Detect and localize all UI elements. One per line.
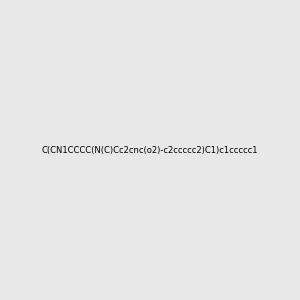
- Text: C(CN1CCCC(N(C)Cc2cnc(o2)-c2ccccc2)C1)c1ccccc1: C(CN1CCCC(N(C)Cc2cnc(o2)-c2ccccc2)C1)c1c…: [42, 146, 258, 154]
